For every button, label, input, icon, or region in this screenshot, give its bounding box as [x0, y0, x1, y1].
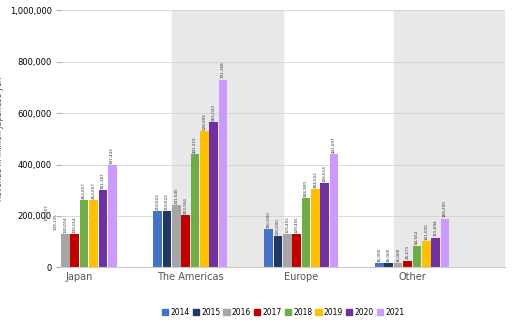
Bar: [108, 165, 117, 267]
Text: 130,014: 130,014: [63, 216, 68, 233]
Bar: [89, 200, 98, 267]
Bar: [283, 234, 291, 267]
Bar: [273, 236, 282, 267]
Text: 120,000: 120,000: [276, 218, 280, 235]
Text: 441,210: 441,210: [193, 136, 197, 153]
Bar: [375, 263, 383, 267]
Text: 268,900: 268,900: [304, 180, 308, 197]
Bar: [153, 211, 162, 267]
Text: 150,000: 150,000: [266, 211, 270, 228]
Text: 129,455: 129,455: [294, 216, 298, 233]
Text: 203,954: 203,954: [184, 197, 188, 214]
Bar: [431, 238, 440, 267]
Text: 441,097: 441,097: [332, 136, 336, 153]
Text: 25,671: 25,671: [406, 245, 410, 259]
Bar: [181, 215, 190, 267]
Bar: [52, 231, 60, 267]
Text: 176,957: 176,957: [45, 204, 49, 221]
Bar: [172, 205, 181, 267]
Legend: 2014, 2015, 2016, 2017, 2018, 2019, 2020, 2021: 2014, 2015, 2016, 2017, 2018, 2019, 2020…: [159, 304, 408, 320]
Text: 130,014: 130,014: [73, 216, 77, 233]
Bar: [302, 198, 310, 267]
Text: 189,200: 189,200: [443, 200, 447, 217]
Bar: [292, 234, 301, 267]
Text: 262,657: 262,657: [92, 182, 95, 199]
Bar: [173, 10, 283, 267]
Bar: [441, 219, 449, 267]
Text: 262,657: 262,657: [82, 182, 86, 199]
Bar: [219, 80, 227, 267]
Bar: [264, 229, 273, 267]
Bar: [422, 241, 431, 267]
Bar: [394, 10, 505, 267]
Y-axis label: Revenue in million Japanese yen: Revenue in million Japanese yen: [0, 77, 4, 201]
Bar: [200, 131, 209, 267]
Text: 731,168: 731,168: [221, 62, 225, 78]
Text: 16,000: 16,000: [387, 248, 391, 262]
Text: 301,187: 301,187: [101, 172, 105, 189]
Bar: [61, 234, 70, 267]
Text: 528,895: 528,895: [202, 113, 206, 130]
Bar: [71, 234, 79, 267]
Bar: [191, 154, 199, 267]
Bar: [80, 200, 89, 267]
Text: 219,622: 219,622: [165, 193, 169, 210]
Text: 241,545: 241,545: [174, 187, 178, 204]
Text: 101,000: 101,000: [424, 223, 428, 240]
Text: 326,613: 326,613: [323, 165, 327, 182]
Text: 16,000: 16,000: [377, 248, 381, 262]
Text: 139,135: 139,135: [54, 214, 58, 230]
Bar: [394, 263, 402, 267]
Bar: [163, 211, 171, 267]
Bar: [311, 189, 319, 267]
Bar: [403, 261, 412, 267]
Text: 219,622: 219,622: [156, 193, 160, 210]
Text: 84,562: 84,562: [415, 230, 419, 244]
Bar: [98, 190, 107, 267]
Text: 565,023: 565,023: [212, 104, 216, 121]
Text: 16,000: 16,000: [396, 248, 400, 262]
Bar: [385, 263, 393, 267]
Text: 397,443: 397,443: [110, 147, 114, 164]
Text: 304,552: 304,552: [313, 171, 317, 188]
Bar: [413, 245, 421, 267]
Bar: [321, 184, 329, 267]
Bar: [42, 222, 51, 267]
Bar: [330, 154, 338, 267]
Bar: [209, 122, 218, 267]
Text: 129,455: 129,455: [285, 216, 289, 233]
Text: 115,694: 115,694: [434, 220, 438, 236]
